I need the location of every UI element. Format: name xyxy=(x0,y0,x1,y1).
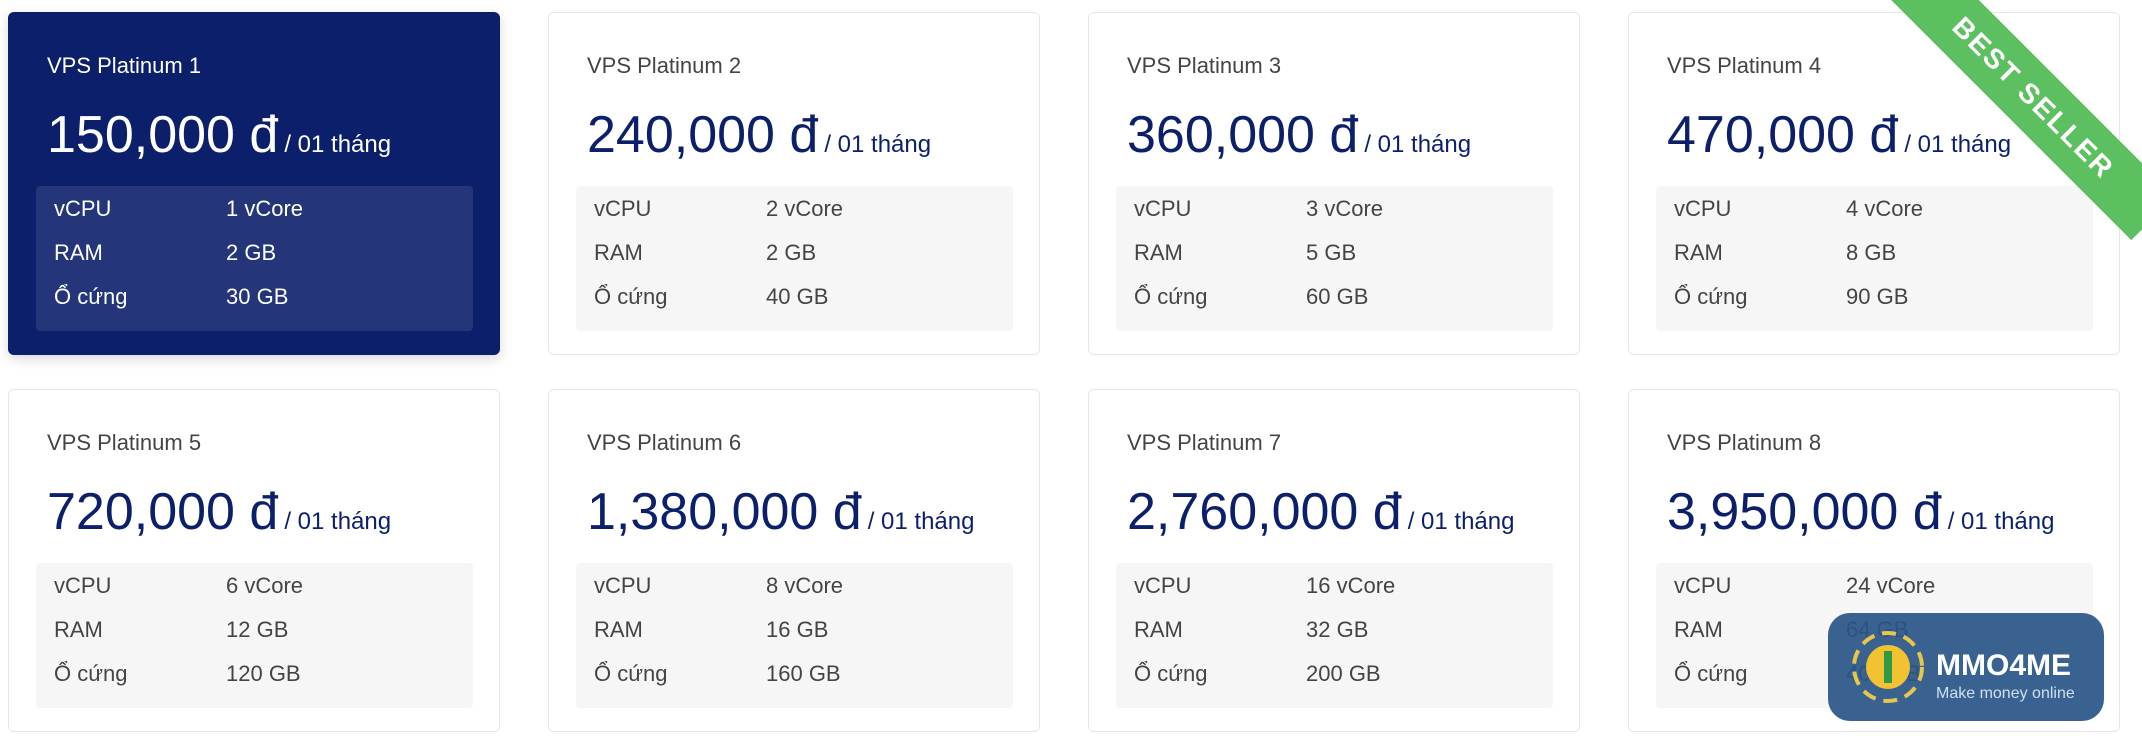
spec-value: 8 GB xyxy=(1846,240,1897,265)
spec-label: Ổ cứng xyxy=(1674,661,1748,686)
price-period: / 01 tháng xyxy=(284,131,392,158)
spec-value: 12 GB xyxy=(226,617,289,642)
plan-price: 1,380,000 đ/ 01 tháng xyxy=(587,482,974,542)
spec-label: RAM xyxy=(594,240,643,265)
spec-label: Ổ cứng xyxy=(594,661,668,686)
plan-price: 470,000 đ/ 01 tháng xyxy=(1667,105,2011,165)
spec-label: vCPU xyxy=(594,573,652,598)
plan-card: VPS Platinum 8 3,950,000 đ/ 01 tháng vCPU 2… xyxy=(1628,389,2120,732)
spec-value: 120 GB xyxy=(226,661,301,686)
watermark-icon xyxy=(1852,631,1924,703)
spec-value: 6 vCore xyxy=(226,573,304,598)
price-period: / 01 tháng xyxy=(1364,131,1472,158)
spec-value: 30 GB xyxy=(226,284,289,309)
price-period: / 01 tháng xyxy=(1947,508,2055,535)
spec-label: RAM xyxy=(54,617,103,642)
spec-label: RAM xyxy=(1674,617,1723,642)
plan-card: VPS Platinum 6 1,380,000 đ/ 01 tháng vCPU 8… xyxy=(548,389,1040,732)
price-period: / 01 tháng xyxy=(284,508,392,535)
spec-value: 90 GB xyxy=(1846,284,1909,309)
plan-name: VPS Platinum 3 xyxy=(1127,53,1282,78)
spec-box: vCPU 3 vCore RAM 5 GB Ổ cứng 60 GB xyxy=(1116,186,1553,331)
price-amount: 150,000 đ xyxy=(47,106,279,164)
spec-label: Ổ cứng xyxy=(1134,661,1208,686)
spec-value: 60 GB xyxy=(1306,284,1369,309)
spec-value: 5 GB xyxy=(1306,240,1357,265)
plan-price: 150,000 đ/ 01 tháng xyxy=(47,105,391,165)
spec-box: vCPU 16 vCore RAM 32 GB Ổ cứng 200 GB xyxy=(1116,563,1553,708)
spec-label: Ổ cứng xyxy=(1134,284,1208,309)
spec-box: vCPU 8 vCore RAM 16 GB Ổ cứng 160 GB xyxy=(576,563,1013,708)
spec-box: vCPU 2 vCore RAM 2 GB Ổ cứng 40 GB xyxy=(576,186,1013,331)
plan-name: VPS Platinum 5 xyxy=(47,430,202,455)
plan-price: 3,950,000 đ/ 01 tháng xyxy=(1667,482,2054,542)
spec-value: 3 vCore xyxy=(1306,196,1384,221)
spec-label: vCPU xyxy=(594,196,652,221)
price-amount: 1,380,000 đ xyxy=(587,483,862,541)
spec-label: RAM xyxy=(594,617,643,642)
spec-label: RAM xyxy=(54,240,103,265)
spec-value: 1 vCore xyxy=(226,196,304,221)
spec-label: vCPU xyxy=(1674,196,1732,221)
plan-name: VPS Platinum 6 xyxy=(587,430,742,455)
spec-label: Ổ cứng xyxy=(54,284,128,309)
spec-label: vCPU xyxy=(1134,196,1192,221)
plan-card: VPS Platinum 3 360,000 đ/ 01 tháng vCPU 3 v… xyxy=(1088,12,1580,355)
spec-label: vCPU xyxy=(54,196,112,221)
plan-card: VPS Platinum 4 470,000 đ/ 01 tháng vCPU 4 v… xyxy=(1628,12,2120,355)
price-period: / 01 tháng xyxy=(867,508,975,535)
watermark-subtitle: Make money online xyxy=(1936,685,2075,702)
plan-name: VPS Platinum 4 xyxy=(1667,53,1822,78)
watermark-title: MMO4ME xyxy=(1936,649,2071,682)
spec-label: RAM xyxy=(1134,240,1183,265)
plan-price: 2,760,000 đ/ 01 tháng xyxy=(1127,482,1514,542)
plan-name: VPS Platinum 2 xyxy=(587,53,742,78)
spec-label: vCPU xyxy=(54,573,112,598)
spec-value: 40 GB xyxy=(766,284,829,309)
spec-value: 8 vCore xyxy=(766,573,844,598)
spec-value: 2 GB xyxy=(766,240,817,265)
plan-price: 360,000 đ/ 01 tháng xyxy=(1127,105,1471,165)
spec-value: 4 vCore xyxy=(1846,196,1924,221)
spec-box: vCPU 4 vCore RAM 8 GB Ổ cứng 90 GB xyxy=(1656,186,2093,331)
spec-value: 16 vCore xyxy=(1306,573,1396,598)
spec-label: vCPU xyxy=(1134,573,1192,598)
price-amount: 3,950,000 đ xyxy=(1667,483,1942,541)
price-period: / 01 tháng xyxy=(824,131,932,158)
plan-card: VPS Platinum 2 240,000 đ/ 01 tháng vCPU 2 v… xyxy=(548,12,1040,355)
plan-name: VPS Platinum 8 xyxy=(1667,430,1822,455)
spec-value: 2 vCore xyxy=(766,196,844,221)
price-period: / 01 tháng xyxy=(1407,508,1515,535)
plan-grid: VPS Platinum 1 150,000 đ/ 01 tháng vCPU 1 v… xyxy=(8,12,2120,732)
price-amount: 360,000 đ xyxy=(1127,106,1359,164)
spec-label: Ổ cứng xyxy=(594,284,668,309)
plan-name: VPS Platinum 7 xyxy=(1127,430,1282,455)
spec-label: vCPU xyxy=(1674,573,1732,598)
spec-label: Ổ cứng xyxy=(1674,284,1748,309)
plan-card: VPS Platinum 1 150,000 đ/ 01 tháng vCPU 1 v… xyxy=(8,12,500,355)
spec-value: 200 GB xyxy=(1306,661,1381,686)
price-amount: 470,000 đ xyxy=(1667,106,1899,164)
watermark: MMO4ME Make money online xyxy=(1828,613,2104,721)
price-amount: 720,000 đ xyxy=(47,483,279,541)
spec-value: 16 GB xyxy=(766,617,829,642)
plan-price: 720,000 đ/ 01 tháng xyxy=(47,482,391,542)
plan-card: VPS Platinum 7 2,760,000 đ/ 01 tháng vCPU 1… xyxy=(1088,389,1580,732)
price-amount: 2,760,000 đ xyxy=(1127,483,1402,541)
spec-value: 160 GB xyxy=(766,661,841,686)
spec-box: vCPU 1 vCore RAM 2 GB Ổ cứng 30 GB xyxy=(36,186,473,331)
spec-label: RAM xyxy=(1674,240,1723,265)
spec-label: Ổ cứng xyxy=(54,661,128,686)
spec-label: RAM xyxy=(1134,617,1183,642)
price-amount: 240,000 đ xyxy=(587,106,819,164)
plan-card: VPS Platinum 5 720,000 đ/ 01 tháng vCPU 6 v… xyxy=(8,389,500,732)
spec-value: 24 vCore xyxy=(1846,573,1936,598)
plan-name: VPS Platinum 1 xyxy=(47,53,202,78)
plan-price: 240,000 đ/ 01 tháng xyxy=(587,105,931,165)
price-period: / 01 tháng xyxy=(1904,131,2012,158)
spec-box: vCPU 6 vCore RAM 12 GB Ổ cứng 120 GB xyxy=(36,563,473,708)
spec-value: 2 GB xyxy=(226,240,277,265)
spec-value: 32 GB xyxy=(1306,617,1369,642)
